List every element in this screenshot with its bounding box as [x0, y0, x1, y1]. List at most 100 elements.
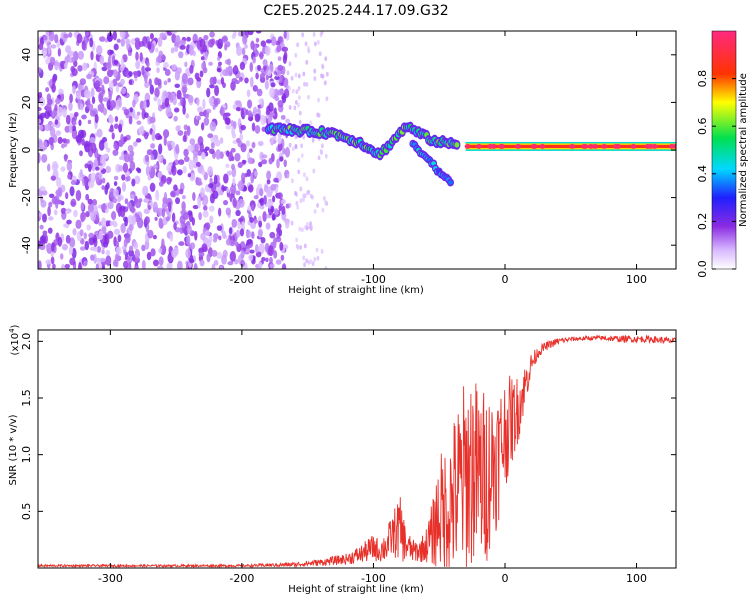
- noise-blob: [173, 184, 178, 191]
- noise-blob: [255, 37, 260, 43]
- noise-blob: [150, 248, 156, 257]
- noise-blob: [69, 186, 75, 197]
- noise-blob: [245, 109, 249, 116]
- noise-blob: [255, 72, 259, 80]
- noise-blob: [286, 70, 290, 76]
- snr-x-label: Height of straight line (km): [288, 584, 424, 595]
- noise-blob: [83, 89, 90, 99]
- noise-blob: [185, 113, 190, 119]
- noise-blob: [48, 137, 55, 144]
- noise-blob: [181, 195, 186, 200]
- noise-blob: [65, 138, 70, 144]
- noise-blob: [244, 77, 249, 84]
- noise-blob: [176, 125, 181, 131]
- noise-blob: [86, 73, 92, 80]
- noise-blob: [128, 79, 133, 85]
- noise-blob: [144, 154, 150, 163]
- noise-blob: [171, 212, 176, 223]
- noise-blob: [299, 198, 303, 204]
- noise-blob: [175, 197, 181, 205]
- noise-blob: [249, 76, 254, 88]
- noise-blob: [143, 208, 149, 214]
- noise-blob: [91, 96, 96, 104]
- noise-blob: [63, 33, 70, 39]
- y-tick-label: 2.0: [20, 333, 33, 351]
- noise-blob: [224, 117, 231, 125]
- noise-blob: [43, 140, 48, 151]
- noise-blob: [167, 143, 172, 152]
- noise-blob: [205, 113, 209, 119]
- noise-blob: [209, 31, 215, 38]
- noise-blob: [121, 174, 126, 181]
- noise-blob: [302, 197, 305, 203]
- noise-blob: [243, 186, 247, 192]
- noise-blob: [219, 137, 224, 144]
- noise-blob: [291, 146, 295, 152]
- noise-blob: [290, 220, 294, 226]
- noise-blob: [116, 38, 121, 43]
- noise-blob: [68, 32, 73, 38]
- noise-blob: [269, 231, 276, 239]
- noise-blob: [134, 265, 139, 269]
- noise-blob: [235, 190, 241, 196]
- x-tick-label: 0: [501, 273, 508, 286]
- noise-blob: [182, 134, 187, 143]
- noise-blob: [312, 168, 316, 174]
- noise-blob: [240, 124, 246, 131]
- noise-blob: [93, 246, 98, 252]
- spectrogram-x-label: Height of straight line (km): [288, 285, 424, 296]
- noise-blob: [168, 201, 172, 212]
- noise-blob: [281, 263, 287, 269]
- noise-blob: [254, 170, 258, 177]
- noise-blob: [84, 163, 89, 169]
- noise-blob: [128, 245, 134, 252]
- noise-blob: [156, 67, 160, 74]
- noise-blob: [122, 162, 129, 173]
- noise-blob: [101, 249, 105, 255]
- noise-blob: [221, 230, 226, 239]
- noise-blob: [274, 96, 280, 102]
- noise-blob: [157, 152, 162, 163]
- noise-blob: [96, 245, 102, 253]
- noise-blob: [297, 73, 301, 79]
- noise-blob: [162, 158, 167, 165]
- noise-blob: [305, 221, 309, 227]
- noise-blob: [181, 201, 186, 212]
- noise-blob: [49, 127, 56, 138]
- noise-blob: [270, 82, 276, 88]
- noise-blob: [120, 208, 126, 218]
- noise-blob: [259, 188, 264, 197]
- noise-blob: [130, 193, 135, 200]
- noise-blob: [99, 154, 106, 165]
- noise-blob: [319, 148, 323, 154]
- noise-blob: [255, 31, 262, 34]
- noise-blob: [72, 85, 76, 95]
- noise-blob: [161, 55, 166, 61]
- noise-blob: [315, 247, 319, 253]
- noise-blob: [309, 120, 313, 126]
- noise-blob: [111, 210, 117, 221]
- noise-blob: [98, 171, 103, 180]
- noise-blob: [209, 84, 215, 89]
- noise-blob: [201, 169, 206, 176]
- noise-blob: [299, 244, 303, 250]
- noise-blob: [188, 159, 195, 171]
- noise-blob: [258, 261, 263, 269]
- noise-blob: [288, 142, 292, 148]
- noise-blob: [86, 224, 92, 231]
- noise-blob: [233, 64, 238, 72]
- noise-blob: [300, 153, 304, 159]
- noise-blob: [75, 134, 82, 143]
- noise-blob: [39, 224, 44, 230]
- noise-blob: [282, 54, 287, 64]
- noise-blob: [252, 84, 258, 92]
- noise-blob: [130, 205, 136, 214]
- noise-blob: [155, 47, 159, 53]
- noise-blob: [134, 175, 141, 185]
- noise-blob: [68, 124, 73, 134]
- noise-blob: [203, 205, 208, 211]
- noise-blob: [38, 118, 42, 124]
- noise-blob: [39, 212, 43, 218]
- noise-blob: [60, 263, 66, 269]
- noise-blob: [262, 65, 267, 71]
